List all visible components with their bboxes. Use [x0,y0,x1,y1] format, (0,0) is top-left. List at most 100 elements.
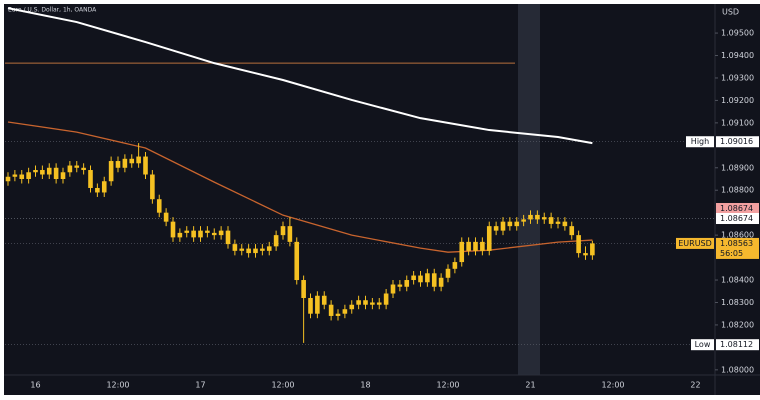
candle-body [218,230,224,236]
candle-body [156,199,162,213]
candle-body [253,248,258,254]
x-tick-label: 12:00 [436,381,459,390]
candle-body [548,217,554,224]
candle-body [33,170,38,173]
candle-body [425,273,430,283]
candle-body [363,300,368,305]
x-tick-label: 12:00 [601,381,624,390]
y-tick-label: 1.08000 [721,365,754,374]
candle-body [397,284,403,287]
candle-body [294,241,300,281]
candle-body [541,217,547,220]
candle-body [535,214,540,220]
candle-body [273,235,279,247]
candle-body [301,280,306,298]
candle-body [321,295,327,305]
x-tick-label: 16 [30,381,40,390]
candle-body [60,172,66,179]
candle-body [473,241,478,251]
candle-body [370,302,375,305]
candle-body [46,167,52,175]
candle-body [232,244,238,251]
y-tick-label: 1.08200 [721,320,754,329]
candle-body [184,230,190,233]
candle-body [95,187,100,193]
candle-body [246,248,251,254]
candle-body [163,212,169,222]
candle-body [390,284,396,294]
time-axis [4,375,760,395]
candle-body [205,230,210,233]
candle-body [555,221,561,224]
candle-body [88,170,93,188]
y-tick-label: 1.08400 [721,276,754,285]
badge-value: 1.08563 [720,239,753,248]
x-tick-label: 21 [525,381,535,390]
candle-body [40,170,45,175]
candle-body [143,156,148,175]
candle-body [170,221,176,238]
candle-body [486,226,492,251]
moving-average [7,7,593,145]
candle-body [480,241,485,251]
moving-average [7,121,593,253]
candle-body [452,262,458,269]
candle-body [459,241,465,263]
candle-body [280,226,286,236]
candle-body [335,313,341,316]
price-axis [715,4,760,375]
candle-body [177,232,183,238]
candle-body [67,165,73,173]
candle-body [411,275,416,281]
candle-body [129,158,135,164]
price-badge [716,237,759,259]
candle-body [507,221,513,227]
candle-body [493,226,499,231]
badge-label-box [676,237,714,249]
candle-body [445,268,451,278]
y-tick-label: 1.09500 [721,29,754,38]
candle-body [562,221,568,227]
candle-body [198,230,203,238]
price-badge [716,203,759,215]
candle-body [81,167,86,171]
y-tick-label: 1.09400 [721,51,754,60]
candle-body [211,232,217,236]
candle-body [383,293,389,305]
candle-body [328,304,334,316]
candle-body [239,248,245,251]
candle-body [287,226,293,242]
chart-title: Euro / U.S. Dollar, 1h, OANDA [8,7,97,14]
candle-body [521,219,526,222]
candle-body [418,275,423,283]
candle-body [315,295,320,314]
candle-body [431,273,437,287]
candle-body [260,248,265,251]
badge-value: 1.08112 [720,340,753,349]
badge-value: 1.08674 [720,214,753,223]
y-tick-label: 1.09200 [721,96,754,105]
candle-body [576,235,581,254]
y-tick-label: 1.08600 [721,231,754,240]
candle-body [569,226,575,236]
candle-body [108,161,114,182]
price-badge [716,136,759,148]
y-tick-label: 1.09100 [721,118,754,127]
price-badge [716,339,759,351]
candle-body [404,280,410,287]
candle-body [590,243,595,256]
session-highlight [518,4,540,375]
candle-body [356,300,361,305]
candle-body [122,158,128,168]
candle-body [376,302,382,305]
candle-body [53,167,59,179]
candle-body [583,253,588,256]
candle-body [5,176,11,182]
badge-value: 1.09016 [720,137,753,146]
candle-body [191,230,196,238]
candle-body [308,297,313,314]
badge-label: Low [695,340,711,349]
badge-label-box [686,136,714,148]
price-badge [716,213,759,225]
